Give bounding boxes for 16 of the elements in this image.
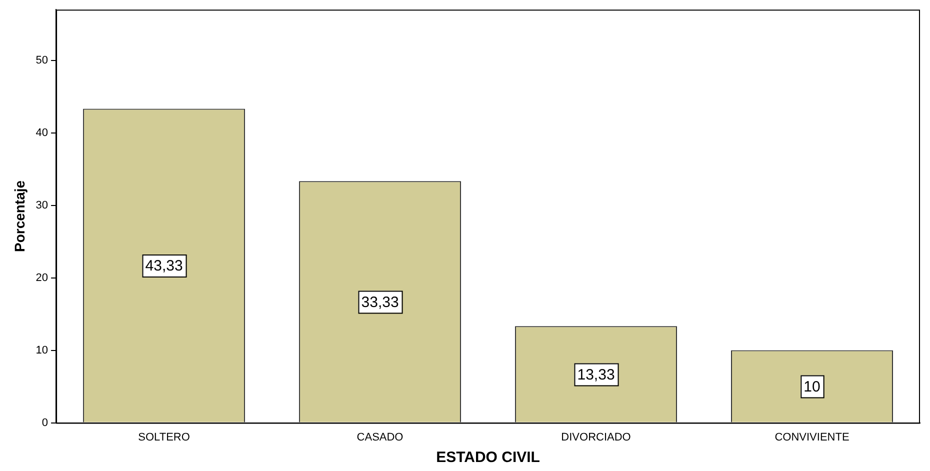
- y-tick-label: 30: [36, 199, 48, 212]
- y-tick-label: 50: [36, 54, 48, 66]
- x-tick-label: CASADO: [356, 431, 404, 444]
- y-tick-label: 40: [36, 126, 48, 139]
- x-tick-label: SOLTERO: [138, 431, 190, 444]
- data-label: 43,33: [145, 258, 183, 275]
- y-tick-label: 10: [36, 344, 48, 356]
- y-tick-label: 0: [42, 416, 48, 429]
- y-axis-title: Porcentaje: [11, 180, 28, 252]
- x-tick-label: DIVORCIADO: [561, 431, 632, 444]
- data-label: 10: [804, 378, 820, 396]
- x-tick-label: CONVIVIENTE: [774, 431, 850, 444]
- x-axis-title: ESTADO CIVIL: [436, 449, 540, 466]
- data-label: 33,33: [361, 294, 399, 311]
- y-tick-label: 20: [36, 272, 48, 284]
- data-label: 13,33: [577, 366, 615, 384]
